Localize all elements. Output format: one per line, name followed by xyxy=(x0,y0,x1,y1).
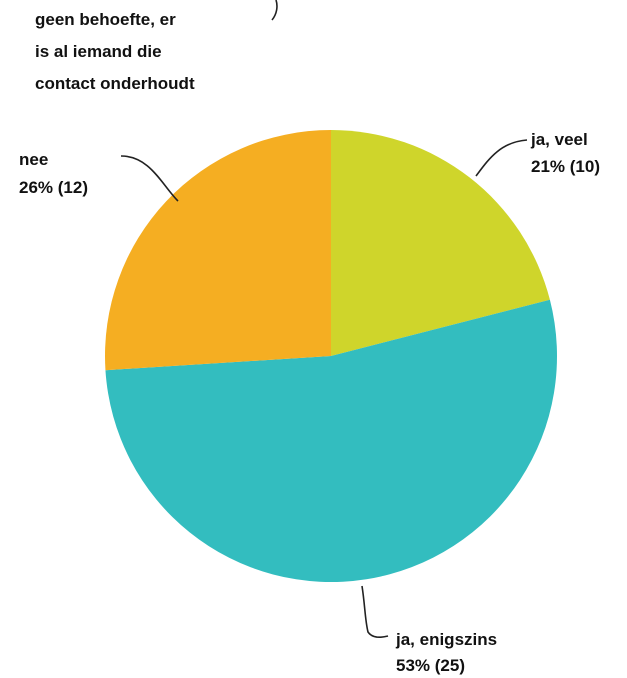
pie-slice-ja-enigszins xyxy=(105,299,558,583)
leader-line-ja-veel xyxy=(475,139,528,177)
slice-label-line: contact onderhoudt xyxy=(35,74,195,93)
leader-line-nee xyxy=(120,155,179,202)
slice-label-line: geen behoefte, er xyxy=(35,10,176,29)
slice-label-ja-veel: ja, veel 21% (10) xyxy=(530,130,600,176)
leader-lines xyxy=(120,0,528,638)
slice-label-value: 53% (25) xyxy=(396,656,465,675)
slice-label-value: 26% (12) xyxy=(19,178,88,197)
leader-line-geen-behoefte xyxy=(271,0,278,21)
pie-slices xyxy=(105,130,558,583)
slice-label-name: ja, enigszins xyxy=(395,630,497,649)
slice-label-ja-enigszins: ja, enigszins 53% (25) xyxy=(395,630,497,675)
slice-label-name: nee xyxy=(19,150,48,169)
slice-label-line: is al iemand die xyxy=(35,42,162,61)
slice-label-name: ja, veel xyxy=(530,130,588,149)
pie-slice-ja-veel xyxy=(331,130,550,356)
slice-label-geen-behoefte: geen behoefte, er is al iemand die conta… xyxy=(35,10,195,93)
slice-label-value: 21% (10) xyxy=(531,157,600,176)
pie-slice-nee xyxy=(105,130,331,371)
slice-label-nee: nee 26% (12) xyxy=(19,150,88,197)
leader-line-ja-enigszins xyxy=(361,585,389,638)
